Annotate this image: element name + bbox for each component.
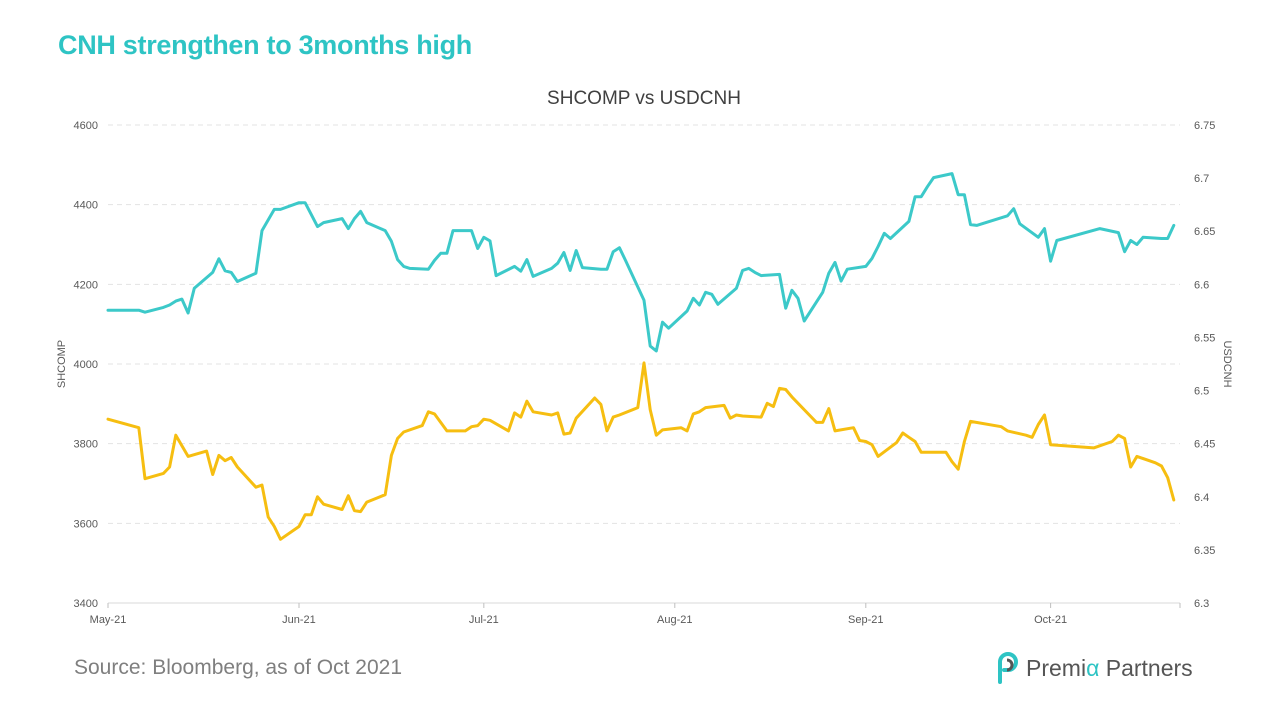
- series-lines: [106, 172, 1176, 541]
- right-axis-label: USDCNH: [1221, 340, 1233, 387]
- left-tick-label: 3600: [74, 518, 98, 530]
- left-axis-ticks: 3400 3600 3800 4000 4200 4400 4600: [74, 120, 98, 610]
- left-tick-label: 4400: [74, 200, 98, 212]
- source-note: Source: Bloomberg, as of Oct 2021: [74, 656, 403, 679]
- logo-text-part1: Premi: [1026, 654, 1087, 681]
- left-axis-label: SHCOMP: [56, 340, 68, 388]
- right-tick-label: 6.65: [1194, 226, 1215, 238]
- left-tick-label: 4200: [74, 279, 98, 291]
- x-tick-label: Aug-21: [657, 614, 692, 626]
- slide-title: CNH strengthen to 3months high: [58, 30, 472, 60]
- logo-p-icon: [998, 652, 1018, 684]
- logo-text-part2: Partners: [1099, 654, 1193, 681]
- premia-partners-logo: Premiα Partners: [994, 652, 1193, 684]
- left-tick-label: 3400: [74, 598, 98, 610]
- right-tick-label: 6.35: [1194, 545, 1215, 557]
- x-tick-label: Sep-21: [848, 614, 883, 626]
- right-tick-label: 6.5: [1194, 386, 1209, 398]
- series-line-shcomp: [106, 172, 1176, 353]
- x-tick-label: May-21: [90, 614, 127, 626]
- chart-title: SHCOMP vs USDCNH: [547, 88, 741, 109]
- x-axis-ticks: May-21 Jun-21 Jul-21 Aug-21 Sep-21 Oct-21: [90, 603, 1181, 626]
- left-tick-label: 4000: [74, 359, 98, 371]
- series-line-usdcnh: [106, 361, 1176, 541]
- right-tick-label: 6.45: [1194, 439, 1215, 451]
- x-tick-label: Jul-21: [469, 614, 499, 626]
- right-tick-label: 6.55: [1194, 332, 1215, 344]
- right-tick-label: 6.6: [1194, 279, 1209, 291]
- x-tick-label: Jun-21: [282, 614, 316, 626]
- right-tick-label: 6.4: [1194, 492, 1209, 504]
- right-axis-ticks: 6.3 6.35 6.4 6.45 6.5 6.55 6.6 6.65 6.7 6.75: [1194, 120, 1215, 610]
- left-tick-label: 3800: [74, 439, 98, 451]
- right-tick-label: 6.7: [1194, 173, 1209, 185]
- logo-text-alpha: α: [1086, 654, 1100, 681]
- logo-text: Premiα Partners: [1026, 655, 1193, 682]
- left-tick-label: 4600: [74, 120, 98, 132]
- right-tick-label: 6.75: [1194, 120, 1215, 132]
- right-tick-label: 6.3: [1194, 598, 1209, 610]
- x-tick-label: Oct-21: [1034, 614, 1067, 626]
